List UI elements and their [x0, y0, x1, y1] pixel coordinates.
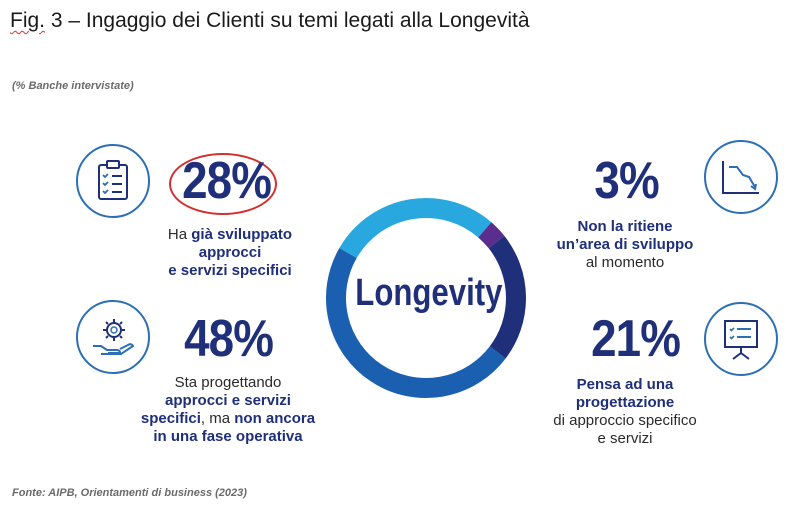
description-21: Pensa ad una progettazione di approccio …	[530, 376, 720, 448]
description-28: Ha già sviluppato approcci e servizi spe…	[150, 226, 310, 280]
desc-48-l3-bold: specifici	[140, 410, 201, 427]
desc-21-l2: progettazione	[575, 394, 675, 411]
figure-title-text: 3 – Ingaggio dei Clienti su temi legati …	[45, 9, 530, 32]
value-label-21: 21%	[591, 310, 681, 368]
description-3: Non la ritiene un’area di sviluppo al mo…	[540, 218, 710, 272]
desc-28-pre: Ha	[167, 226, 192, 243]
desc-21-l1: Pensa ad una	[576, 376, 674, 393]
desc-48-l2: approcci e servizi	[165, 392, 291, 409]
desc-28-bold: già sviluppato	[191, 226, 293, 243]
desc-48-l3-mid: , ma	[200, 410, 235, 427]
clipboard-checklist-icon	[76, 144, 150, 218]
desc-48-l4: in una fase operativa	[153, 428, 303, 445]
desc-48-l3-bold2: non ancora	[234, 410, 316, 427]
donut-segment-21	[488, 235, 526, 359]
donut-segment-28	[339, 198, 492, 259]
desc-28-bold3: e servizi specifici	[168, 262, 292, 279]
donut-segment-3	[478, 222, 505, 249]
value-label-3: 3%	[594, 152, 659, 210]
gear-hand-icon	[76, 300, 150, 374]
donut-segment-48	[326, 248, 506, 398]
value-label-28: 28%	[182, 152, 272, 210]
chart-subtitle: (% Banche intervistate)	[12, 80, 134, 92]
desc-3-l1: Non la ritiene	[577, 218, 673, 235]
highlight-circle	[169, 153, 277, 215]
center-label: Longevity	[355, 272, 503, 314]
declining-chart-icon	[704, 140, 778, 214]
desc-3-l2: un’area di sviluppo	[556, 236, 694, 253]
figure-title: Fig. 3 – Ingaggio dei Clienti su temi le…	[10, 9, 530, 33]
desc-3-l3: al momento	[585, 254, 665, 271]
desc-21-l4: e servizi	[597, 430, 653, 447]
source-note: Fonte: AIPB, Orientamenti di business (2…	[12, 487, 247, 499]
desc-28-bold2: approcci	[198, 244, 262, 261]
desc-21-l3: di approccio specifico	[553, 412, 697, 429]
value-label-48: 48%	[184, 310, 274, 368]
description-48: Sta progettando approcci e servizi speci…	[118, 374, 338, 446]
figure-title-prefix: Fig.	[10, 9, 46, 32]
presentation-board-icon	[704, 302, 778, 376]
desc-48-l1: Sta progettando	[174, 374, 282, 391]
